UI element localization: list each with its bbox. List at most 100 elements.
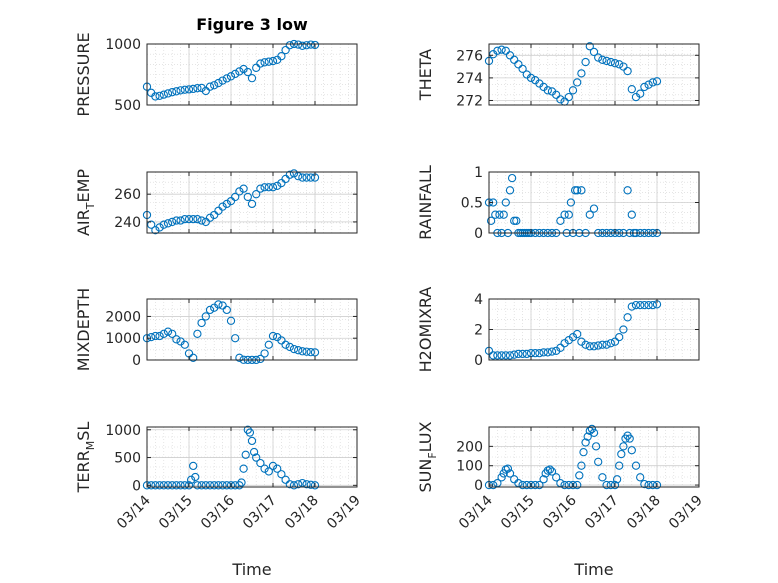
x-axis-label-left: Time [231,560,271,579]
data-point [268,56,278,66]
data-point [594,341,603,350]
data-point [493,46,502,55]
subplot-4: 0 0.5 1 RAINFALL [416,165,700,242]
y-axis-label: RAINFALL [416,165,435,240]
data-point [602,340,611,349]
data-point [218,481,227,490]
data-point [168,329,177,339]
data-point [585,42,594,51]
data-point [260,464,269,473]
y-tick-label: 0 [474,226,483,242]
data-point [306,348,315,357]
data-point [598,340,607,349]
data-point [281,340,290,349]
data-point [503,464,513,473]
data-point [564,480,573,490]
subplot-6: 0 2 4 H2OMIXRA [416,287,700,373]
data-point [210,81,219,90]
data-point [615,60,624,69]
data-point [210,210,219,220]
data-point [499,469,508,478]
data-point [615,461,624,470]
data-point [252,190,261,199]
data-point [547,347,557,356]
data-point [577,69,586,78]
y-axis-label: H2OMIXRA [416,287,435,373]
data-point [168,217,177,227]
data-point [159,90,168,99]
data-point [235,67,244,76]
data-point [189,461,198,471]
data-point [594,457,603,466]
data-point [294,346,303,355]
axes-box [146,171,358,234]
axes-box [146,43,358,106]
data-point [193,329,202,339]
data-point [302,347,311,356]
data-point [518,64,527,74]
data-point [602,56,611,66]
data-point [210,481,219,490]
data-point [239,464,248,473]
data-point [264,467,273,476]
y-axis-label: TERRMSL [74,422,97,494]
data-point [627,210,636,219]
data-point [612,475,622,484]
data-point [598,55,607,64]
y-axis-label: MIXDEPTH [74,288,93,371]
data-point [214,481,223,490]
data-point [648,300,657,310]
data-point [268,331,278,341]
data-point [589,342,599,351]
data-point [577,461,586,470]
data-point [495,210,504,219]
y-tick-label: 1000 [105,423,141,439]
data-point [648,480,657,490]
data-point [619,62,628,71]
y-tick-label: 274 [456,71,483,87]
data-point [556,216,565,225]
data-point [505,186,515,195]
x-tick-label: 03/19 [666,493,706,533]
data-point [615,332,624,342]
data-point [556,343,565,352]
data-point [640,479,649,489]
data-point [205,305,215,315]
subplot-7: 0 500 1000 03/14 03/15 03/16 03/17 03/18 03/19 TE… [74,422,364,533]
data-point [298,173,307,182]
data-point [222,199,231,209]
data-point [564,210,573,219]
data-point [539,348,548,357]
data-point [268,183,278,192]
data-point [619,325,628,334]
y-tick-label: 500 [114,98,141,114]
data-point [594,53,603,62]
data-point [252,453,261,462]
data-point [535,480,544,490]
data-point [486,216,496,225]
data-point [256,354,265,364]
data-point [180,214,189,224]
data-point [552,473,561,482]
data-point [499,210,508,219]
data-point [606,480,615,490]
subplot-1: 500 1000 PRESSURE [74,32,358,117]
data-point [155,481,164,490]
data-point [497,473,506,482]
data-point [205,213,215,222]
data-point [159,220,168,229]
data-point [281,174,290,184]
data-point [147,220,156,229]
data-point [514,60,523,69]
data-point [226,481,236,490]
data-point [205,481,215,490]
data-point [241,450,250,459]
data-point [526,480,536,490]
data-point [522,349,531,359]
data-point [151,226,160,235]
data-point [545,465,555,474]
data-point [619,442,628,451]
y-tick-label: 0 [474,478,483,494]
y-tick-label: 240 [114,215,141,231]
axes-box [488,426,700,488]
